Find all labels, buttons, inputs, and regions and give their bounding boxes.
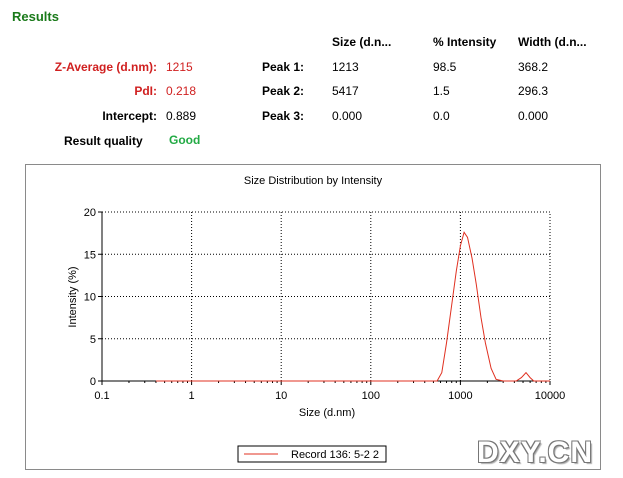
chart-title: Size Distribution by Intensity [244, 175, 383, 187]
header-intensity: % Intensity [433, 35, 497, 49]
header-width: Width (d.n... [518, 35, 587, 49]
watermark: DXY.CN [476, 436, 593, 469]
peak-2-width: 296.3 [518, 84, 549, 98]
z-average-label: Z-Average (d.nm): [54, 60, 157, 74]
peak-3-size: 0.000 [332, 109, 363, 123]
y-tick-label: 0 [90, 376, 96, 388]
y-tick-label: 15 [84, 249, 96, 261]
legend: Record 136: 5-2 2 [237, 445, 387, 463]
x-tick-label: 100 [362, 390, 380, 402]
result-quality-value: Good [169, 133, 201, 147]
x-tick-label: 1 [189, 390, 195, 402]
peak-2-size: 5417 [332, 84, 359, 98]
peak-1-label: Peak 1: [262, 60, 305, 74]
peak-2-intensity: 1.5 [433, 84, 450, 98]
pdi-value: 0.218 [166, 84, 197, 98]
y-tick-label: 5 [90, 334, 96, 346]
intercept-label: Intercept: [102, 109, 157, 123]
header-size: Size (d.n... [332, 35, 392, 49]
peak-3-label: Peak 3: [262, 109, 305, 123]
x-axis-label: Size (d.nm) [299, 407, 355, 419]
series-line [155, 231, 550, 382]
peak-1-width: 368.2 [518, 60, 549, 74]
results-title: Results [12, 9, 59, 24]
legend-box [237, 445, 387, 463]
x-tick-label: 10000 [535, 390, 566, 402]
x-tick-label: 10 [275, 390, 287, 402]
y-tick-label: 10 [84, 292, 96, 304]
intercept-value: 0.889 [166, 109, 197, 123]
pdi-label: PdI: [134, 84, 157, 98]
peak-3-width: 0.000 [518, 109, 549, 123]
result-quality-label: Result quality [64, 134, 143, 148]
peak-1-intensity: 98.5 [433, 60, 457, 74]
peak-3-intensity: 0.0 [433, 109, 450, 123]
x-tick-label: 1000 [448, 390, 472, 402]
peak-1-size: 1213 [332, 60, 359, 74]
x-tick-label: 0.1 [94, 390, 109, 402]
z-average-value: 1215 [166, 60, 193, 74]
y-tick-label: 20 [84, 207, 96, 219]
plot-area [101, 211, 551, 382]
legend-label: Record 136: 5-2 2 [291, 449, 379, 461]
y-axis-label: Intensity (%) [67, 266, 79, 327]
peak-2-label: Peak 2: [262, 84, 305, 98]
chart-frame [25, 164, 601, 470]
